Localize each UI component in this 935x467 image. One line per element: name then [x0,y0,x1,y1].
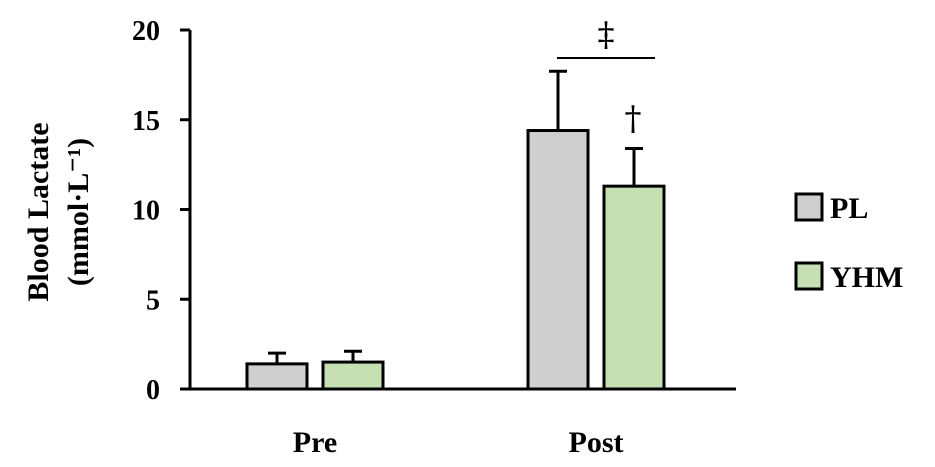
legend-label-yhm: YHM [830,261,903,294]
bar-yhm-pre [321,360,385,391]
y-axis-title-line1: Blood Lactate [22,122,55,301]
legend-label-pl: PL [830,192,868,225]
y-axis-title: Blood Lactate (mmol·L⁻¹) [22,122,95,301]
x-category-label: Post [569,426,624,459]
category-labels: Pre Post [293,426,624,459]
y-tick-label: 15 [132,106,160,137]
x-category-label: Pre [293,426,337,459]
y-tick-label: 5 [146,285,160,316]
legend-swatch-yhm [794,261,824,291]
dagger-annotation: † [625,99,642,139]
bars [245,129,666,391]
bar-yhm-post [602,184,666,391]
y-ticks: 0 5 10 15 20 [132,16,190,406]
y-tick-label: 20 [132,16,160,47]
legend-swatch-pl [794,192,824,222]
y-tick-label: 10 [132,196,160,227]
error-bars [268,69,643,364]
y-axis-title-line2: (mmol·L⁻¹) [62,138,95,286]
legend: PL YHM [794,192,903,294]
bar-pl-pre [245,362,309,391]
y-tick-label: 0 [146,375,160,406]
bar-pl-post [526,129,590,391]
double-dagger-annotation: ‡ [598,15,615,55]
